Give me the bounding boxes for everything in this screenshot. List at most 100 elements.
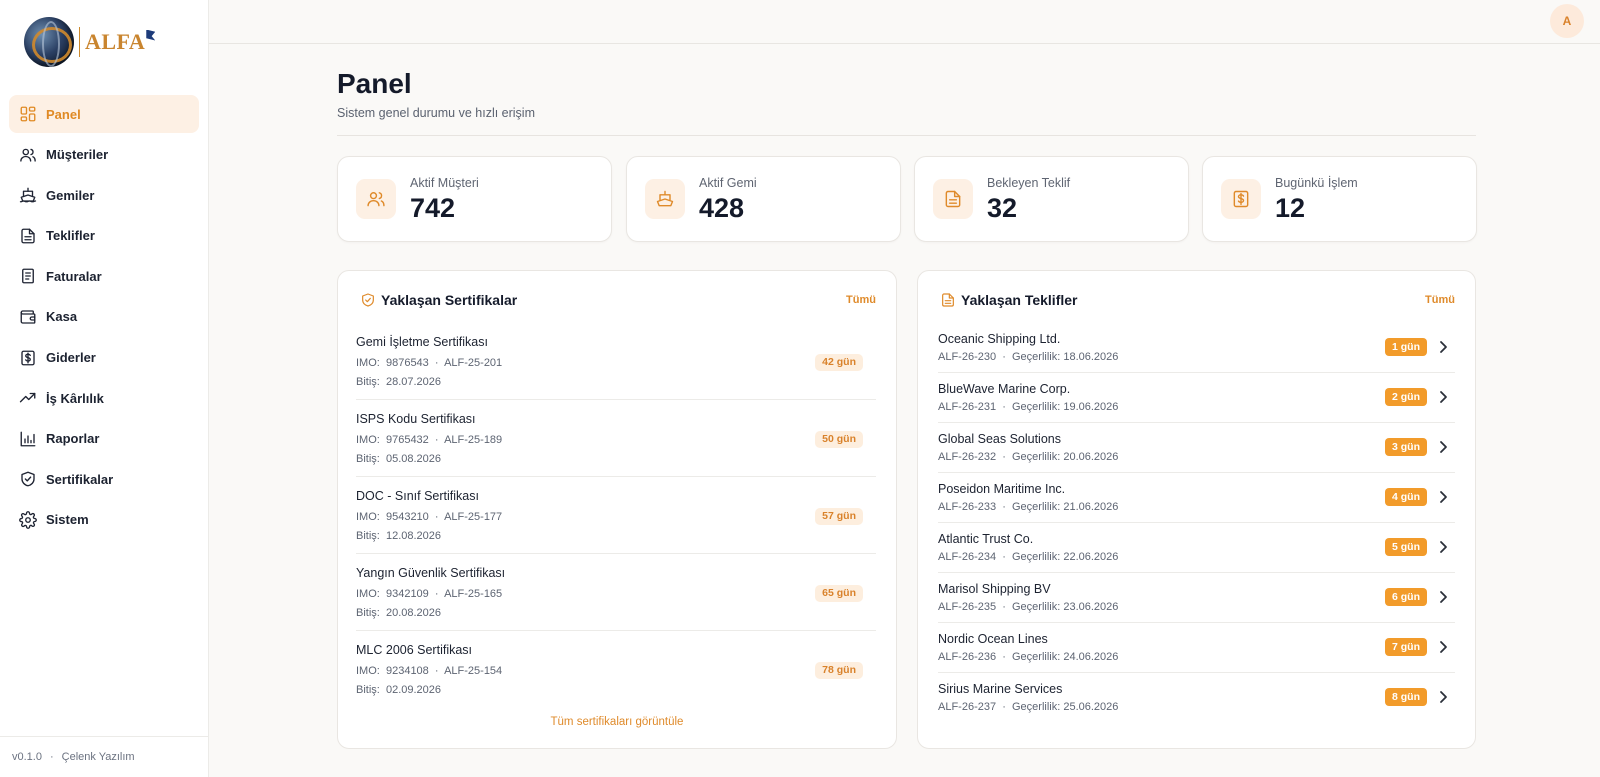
stat-label: Aktif Gemi [699, 176, 757, 190]
sidebar-item-label: Raporlar [46, 431, 100, 447]
offer-row[interactable]: BlueWave Marine Corp. ALF-26-231 · Geçer… [938, 373, 1455, 423]
stat-value: 742 [410, 193, 456, 223]
sidebar-item-is-karlilik[interactable]: İş Kârlılık [9, 379, 199, 417]
certificate-row[interactable]: Yangın Güvenlik Sertifikası IMO: 9342109… [356, 554, 876, 631]
offers-all-link[interactable]: Tümü [1425, 294, 1455, 306]
sidebar-item-panel[interactable]: Panel [9, 95, 199, 133]
trending-up-icon [19, 389, 37, 407]
sidebar-item-giderler[interactable]: Giderler [9, 339, 199, 377]
certificate-row[interactable]: MLC 2006 Sertifikası IMO: 9234108 · ALF-… [356, 631, 876, 708]
dollar-icon [1221, 179, 1261, 219]
certificate-row[interactable]: Gemi İşletme Sertifikası IMO: 9876543 · … [356, 323, 876, 400]
offer-row[interactable]: Global Seas Solutions ALF-26-232 · Geçer… [938, 423, 1455, 473]
logo-globe-icon [24, 17, 74, 67]
offer-row[interactable]: Sirius Marine Services ALF-26-237 · Geçe… [938, 673, 1455, 723]
sidebar-item-raporlar[interactable]: Raporlar [9, 420, 199, 458]
sidebar-item-kasa[interactable]: Kasa [9, 298, 199, 336]
ship-icon [19, 186, 37, 204]
sidebar-item-label: Sertifikalar [46, 471, 114, 487]
certificate-list: Gemi İşletme Sertifikası IMO: 9876543 · … [338, 323, 898, 708]
card-title: Yaklaşan Sertifikalar [381, 292, 518, 308]
days-left-badge: 78 gün [815, 662, 863, 679]
sidebar-nav: Panel Müşteriler Gemiler Teklifler Fatur… [9, 95, 199, 542]
sidebar-item-label: Kasa [46, 309, 78, 325]
certificate-row[interactable]: ISPS Kodu Sertifikası IMO: 9765432 · ALF… [356, 400, 876, 477]
offer-row[interactable]: Marisol Shipping BV ALF-26-235 · Geçerli… [938, 573, 1455, 623]
sidebar-item-faturalar[interactable]: Faturalar [9, 257, 199, 295]
sidebar-item-musteriler[interactable]: Müşteriler [9, 136, 199, 174]
file-text-icon [940, 292, 956, 308]
chevron-right-icon [1437, 340, 1449, 354]
brand-name: ALFA [85, 29, 146, 54]
wallet-icon [19, 308, 37, 326]
days-left-badge: 65 gün [815, 585, 863, 602]
sidebar-item-sistem[interactable]: Sistem [9, 501, 199, 539]
sidebar-item-label: Müşteriler [46, 147, 109, 163]
logo-flag-icon [146, 29, 156, 41]
upcoming-certificates-card: Yaklaşan Sertifikalar Tümü Gemi İşletme … [337, 270, 897, 749]
avatar[interactable]: A [1550, 4, 1584, 38]
stat-label: Bugünkü İşlem [1275, 176, 1358, 190]
days-left-badge: 4 gün [1385, 488, 1427, 506]
days-left-badge: 57 gün [815, 508, 863, 525]
sidebar-item-sertifikalar[interactable]: Sertifikalar [9, 460, 199, 498]
shield-check-icon [360, 292, 376, 308]
bar-chart-icon [19, 430, 37, 448]
sidebar-item-label: İş Kârlılık [46, 390, 104, 406]
stat-value: 32 [987, 193, 1018, 223]
stat-value: 428 [699, 193, 745, 223]
page-subtitle: Sistem genel durumu ve hızlı erişim [337, 106, 535, 120]
chevron-right-icon [1437, 490, 1449, 504]
chevron-right-icon [1437, 540, 1449, 554]
offer-row[interactable]: Nordic Ocean Lines ALF-26-236 · Geçerlil… [938, 623, 1455, 673]
stat-card-today-transactions[interactable]: Bugünkü İşlem 12 [1202, 156, 1477, 242]
view-all-certificates-link[interactable]: Tüm sertifikaları görüntüle [550, 716, 684, 728]
sidebar-item-gemiler[interactable]: Gemiler [9, 176, 199, 214]
certificates-all-link[interactable]: Tümü [846, 294, 876, 306]
brand-logo[interactable]: ALFA [24, 16, 156, 68]
stat-card-active-ships[interactable]: Aktif Gemi 428 [626, 156, 901, 242]
dollar-icon [19, 349, 37, 367]
users-icon [19, 146, 37, 164]
chevron-right-icon [1437, 590, 1449, 604]
chevron-right-icon [1437, 690, 1449, 704]
upcoming-offers-card: Yaklaşan Teklifler Tümü Oceanic Shipping… [917, 270, 1476, 749]
sidebar-item-label: Faturalar [46, 268, 102, 284]
days-left-badge: 3 gün [1385, 438, 1427, 456]
sidebar-footer: v0.1.0 · Çelenk Yazılım [0, 736, 208, 777]
top-bar: A [209, 0, 1600, 44]
sidebar: ALFA Panel Müşteriler Gemiler Teklifl [0, 0, 209, 777]
days-left-badge: 50 gün [815, 431, 863, 448]
offer-row[interactable]: Poseidon Maritime Inc. ALF-26-233 · Geçe… [938, 473, 1455, 523]
shield-check-icon [19, 470, 37, 488]
chevron-right-icon [1437, 390, 1449, 404]
days-left-badge: 6 gün [1385, 588, 1427, 606]
sidebar-item-label: Giderler [46, 350, 96, 366]
days-left-badge: 7 gün [1385, 638, 1427, 656]
stat-card-active-customers[interactable]: Aktif Müşteri 742 [337, 156, 612, 242]
grid-icon [19, 105, 37, 123]
sidebar-item-label: Panel [46, 106, 81, 122]
days-left-badge: 5 gün [1385, 538, 1427, 556]
ship-icon [645, 179, 685, 219]
file-text-icon [933, 179, 973, 219]
sidebar-item-label: Gemiler [46, 187, 95, 203]
stat-value: 12 [1275, 193, 1306, 223]
offer-list: Oceanic Shipping Ltd. ALF-26-230 · Geçer… [918, 323, 1477, 723]
stat-card-pending-offers[interactable]: Bekleyen Teklif 32 [914, 156, 1189, 242]
sidebar-item-teklifler[interactable]: Teklifler [9, 217, 199, 255]
certificate-row[interactable]: DOC - Sınıf Sertifikası IMO: 9543210 · A… [356, 477, 876, 554]
stat-label: Bekleyen Teklif [987, 176, 1071, 190]
stat-label: Aktif Müşteri [410, 176, 479, 190]
days-left-badge: 2 gün [1385, 388, 1427, 406]
offer-row[interactable]: Oceanic Shipping Ltd. ALF-26-230 · Geçer… [938, 323, 1455, 373]
days-left-badge: 42 gün [815, 354, 863, 371]
offer-row[interactable]: Atlantic Trust Co. ALF-26-234 · Geçerlil… [938, 523, 1455, 573]
sidebar-item-label: Teklifler [46, 228, 95, 244]
sidebar-item-label: Sistem [46, 512, 89, 528]
users-icon [356, 179, 396, 219]
days-left-badge: 8 gün [1385, 688, 1427, 706]
page-title: Panel [337, 68, 412, 99]
days-left-badge: 1 gün [1385, 338, 1427, 356]
file-text-icon [19, 227, 37, 245]
